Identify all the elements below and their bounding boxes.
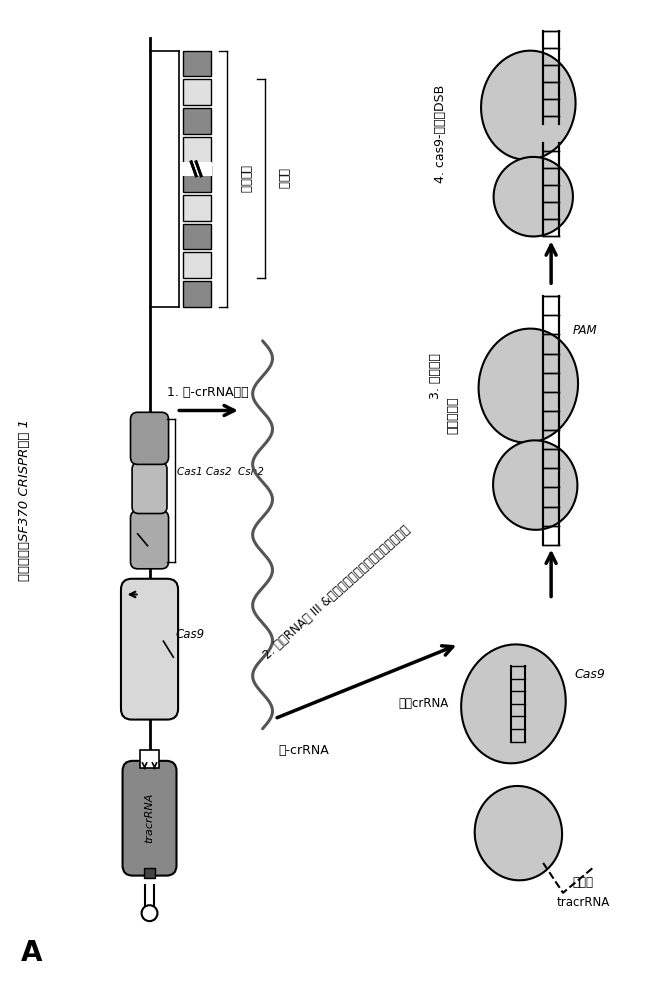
Text: 间隔子: 间隔子	[277, 168, 289, 189]
Bar	[183, 137, 211, 163]
Bar	[183, 252, 211, 278]
Text: 前-crRNA: 前-crRNA	[279, 744, 330, 757]
Text: 加工的: 加工的	[573, 876, 593, 889]
Text: 成熟crRNA: 成熟crRNA	[399, 697, 449, 710]
Ellipse shape	[481, 51, 575, 160]
FancyBboxPatch shape	[123, 761, 177, 876]
Bar	[183, 166, 211, 192]
Bar	[183, 79, 211, 105]
FancyBboxPatch shape	[130, 511, 169, 569]
Bar	[183, 195, 211, 221]
Bar	[183, 162, 212, 176]
Ellipse shape	[461, 644, 565, 763]
FancyBboxPatch shape	[121, 579, 178, 720]
Text: Cas1 Cas2  Csn2: Cas1 Cas2 Csn2	[177, 467, 264, 477]
Bar	[183, 108, 211, 134]
Text: tracrRNA: tracrRNA	[556, 896, 610, 909]
Text: 4. cas9-介导的DSB: 4. cas9-介导的DSB	[434, 84, 447, 183]
Text: tracrRNA: tracrRNA	[144, 793, 154, 843]
Bar	[183, 281, 211, 307]
Text: A: A	[20, 939, 42, 967]
Bar	[183, 51, 211, 76]
Ellipse shape	[478, 329, 578, 443]
Text: 原型间隔子: 原型间隔子	[446, 397, 459, 434]
FancyBboxPatch shape	[130, 412, 169, 464]
Bar	[144, 868, 156, 878]
Text: 同向重复: 同向重复	[239, 165, 252, 193]
Bar	[140, 750, 159, 768]
Text: PAM: PAM	[573, 324, 598, 337]
Ellipse shape	[493, 440, 577, 530]
Text: 化脓链球菌SF370 CRISPR座位 1: 化脓链球菌SF370 CRISPR座位 1	[18, 419, 31, 581]
Ellipse shape	[474, 786, 562, 880]
Circle shape	[142, 905, 158, 921]
Text: Cas9: Cas9	[175, 628, 204, 641]
Ellipse shape	[494, 157, 573, 236]
Text: 3. 靶标识别: 3. 靶标识别	[429, 353, 442, 399]
Bar	[183, 224, 211, 249]
Text: 1. 前-crRNA转录: 1. 前-crRNA转录	[167, 386, 249, 399]
Text: 2. 通过RNA酶 III &一种或多种未知核酸酶进行的成熟: 2. 通过RNA酶 III &一种或多种未知核酸酶进行的成熟	[261, 523, 413, 662]
FancyBboxPatch shape	[132, 463, 167, 514]
Text: Cas9: Cas9	[575, 668, 606, 681]
